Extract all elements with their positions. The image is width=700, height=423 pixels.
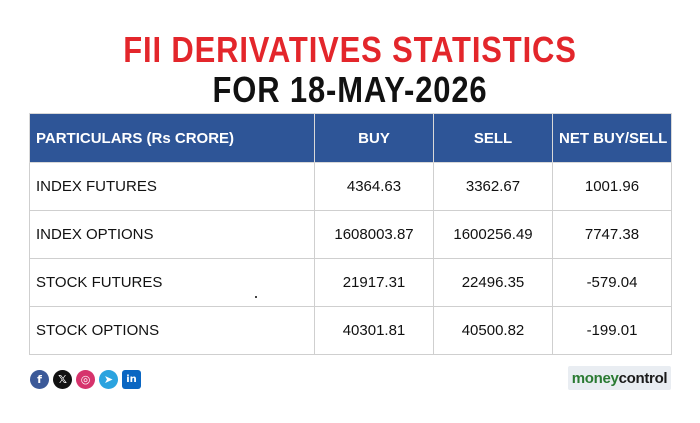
header-buy: BUY	[314, 113, 434, 163]
header-sell: SELL	[433, 113, 553, 163]
instagram-icon[interactable]: ◎	[76, 370, 95, 389]
social-icons: f 𝕏 ◎ ➤ in	[30, 370, 141, 389]
logo-part-control: control	[618, 369, 668, 387]
header-particulars: PARTICULARS (Rs CRORE)	[29, 113, 315, 163]
linkedin-icon[interactable]: in	[122, 370, 141, 389]
table-header-row: PARTICULARS (Rs CRORE) BUY SELL NET BUY/…	[29, 113, 672, 163]
row-net: -579.04	[552, 258, 672, 307]
table-row: INDEX FUTURES 4364.63 3362.67 1001.96	[29, 162, 672, 211]
title-line-2: FOR 18-MAY-2026	[212, 69, 488, 110]
derivatives-table: PARTICULARS (Rs CRORE) BUY SELL NET BUY/…	[29, 113, 672, 355]
row-particular: INDEX FUTURES	[29, 162, 315, 211]
row-sell: 22496.35	[433, 258, 553, 307]
x-icon[interactable]: 𝕏	[53, 370, 72, 389]
row-sell: 1600256.49	[433, 210, 553, 259]
row-particular: STOCK FUTURES	[29, 258, 315, 307]
row-buy: 40301.81	[314, 306, 434, 355]
moneycontrol-logo: money control	[568, 366, 671, 390]
table-row: STOCK FUTURES 21917.31 22496.35 -579.04	[29, 258, 672, 307]
row-buy: 21917.31	[314, 258, 434, 307]
logo-part-money: money	[571, 369, 619, 387]
facebook-icon[interactable]: f	[30, 370, 49, 389]
title-line-1: FII DERIVATIVES STATISTICS	[123, 29, 577, 70]
table-row: INDEX OPTIONS 1608003.87 1600256.49 7747…	[29, 210, 672, 259]
row-net: 7747.38	[552, 210, 672, 259]
row-particular: INDEX OPTIONS	[29, 210, 315, 259]
table-row: STOCK OPTIONS 40301.81 40500.82 -199.01	[29, 306, 672, 355]
stray-dot	[255, 296, 257, 298]
row-sell: 3362.67	[433, 162, 553, 211]
header-net: NET BUY/SELL	[552, 113, 672, 163]
row-sell: 40500.82	[433, 306, 553, 355]
row-buy: 1608003.87	[314, 210, 434, 259]
row-particular: STOCK OPTIONS	[29, 306, 315, 355]
row-buy: 4364.63	[314, 162, 434, 211]
telegram-icon[interactable]: ➤	[99, 370, 118, 389]
row-net: -199.01	[552, 306, 672, 355]
row-net: 1001.96	[552, 162, 672, 211]
